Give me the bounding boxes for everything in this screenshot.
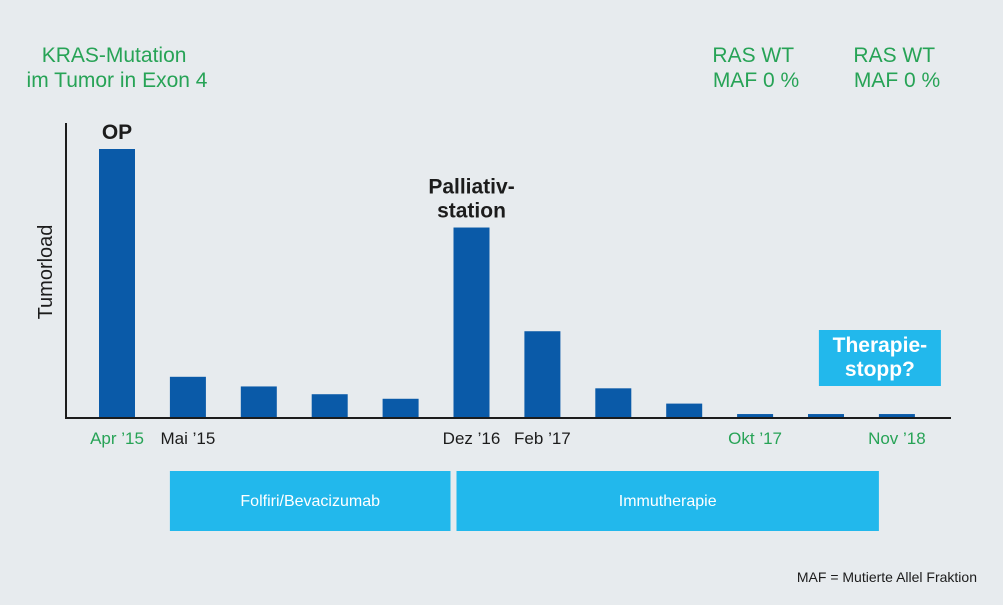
ras-note-1-line-1: RAS WT xyxy=(712,44,794,67)
x-tick-label: Nov ’18 xyxy=(868,429,926,448)
x-tick-label: Apr ’15 xyxy=(90,429,144,448)
bar-4 xyxy=(311,394,348,417)
kras-note-line-2: im Tumor in Exon 4 xyxy=(27,69,208,92)
phases-group: Folfiri/Bevacizumab Immutherapie xyxy=(169,471,879,531)
ras-note-1-line-2: MAF 0 % xyxy=(713,69,799,92)
phase-bar-1 xyxy=(169,471,451,531)
callout-line: Therapie- xyxy=(833,334,928,357)
ras-note-2-line-1: RAS WT xyxy=(853,44,935,67)
annotation-2: Palliativ-station xyxy=(428,176,514,223)
footnote: MAF = Mutierte Allel Fraktion xyxy=(797,569,977,585)
x-tick-label: Mai ’15 xyxy=(160,429,215,448)
annotation-line: OP xyxy=(102,121,132,144)
bar-7 xyxy=(524,331,561,417)
x-tick-label: Dez ’16 xyxy=(443,429,501,448)
bar-9 xyxy=(666,403,703,417)
tick-labels-group: Apr ’15 Mai ’15 Dez ’16 Feb ’17 Okt ’17 Nov ’… xyxy=(90,429,926,448)
therapy-stop-callout-text: Therapie-stopp? xyxy=(833,334,928,381)
bar-3 xyxy=(240,386,277,417)
annotation-line: station xyxy=(437,200,506,223)
annotation-line: Palliativ- xyxy=(428,176,514,199)
bar-6 xyxy=(453,227,490,417)
ras-note-2: RAS WT MAF 0 % xyxy=(853,44,940,92)
callout-line: stopp? xyxy=(845,358,915,381)
phase-label-2: Immutherapie xyxy=(619,493,717,510)
bar-1 xyxy=(99,149,135,417)
annotations-group: OP Palliativ-station Therapie-stopp? xyxy=(102,121,941,386)
x-tick-label: Feb ’17 xyxy=(514,429,571,448)
ras-note-2-line-2: MAF 0 % xyxy=(854,69,940,92)
annotation-1: OP xyxy=(102,121,132,144)
bar-2 xyxy=(169,376,206,417)
bar-12 xyxy=(878,414,915,417)
x-tick-label: Okt ’17 xyxy=(728,429,782,448)
bars-group xyxy=(99,149,915,417)
therapy-stop-callout-box xyxy=(818,330,941,386)
y-axis-label: Tumorload xyxy=(35,225,57,320)
bar-5 xyxy=(382,398,419,417)
kras-note: KRAS-Mutation im Tumor in Exon 4 xyxy=(27,44,208,92)
phase-label-1: Folfiri/Bevacizumab xyxy=(240,493,380,510)
phase-bar-2 xyxy=(456,471,879,531)
bar-10 xyxy=(737,414,774,417)
bar-11 xyxy=(808,414,844,417)
kras-note-line-1: KRAS-Mutation xyxy=(42,44,187,67)
ras-note-1: RAS WT MAF 0 % xyxy=(712,44,799,92)
bar-8 xyxy=(595,388,632,417)
